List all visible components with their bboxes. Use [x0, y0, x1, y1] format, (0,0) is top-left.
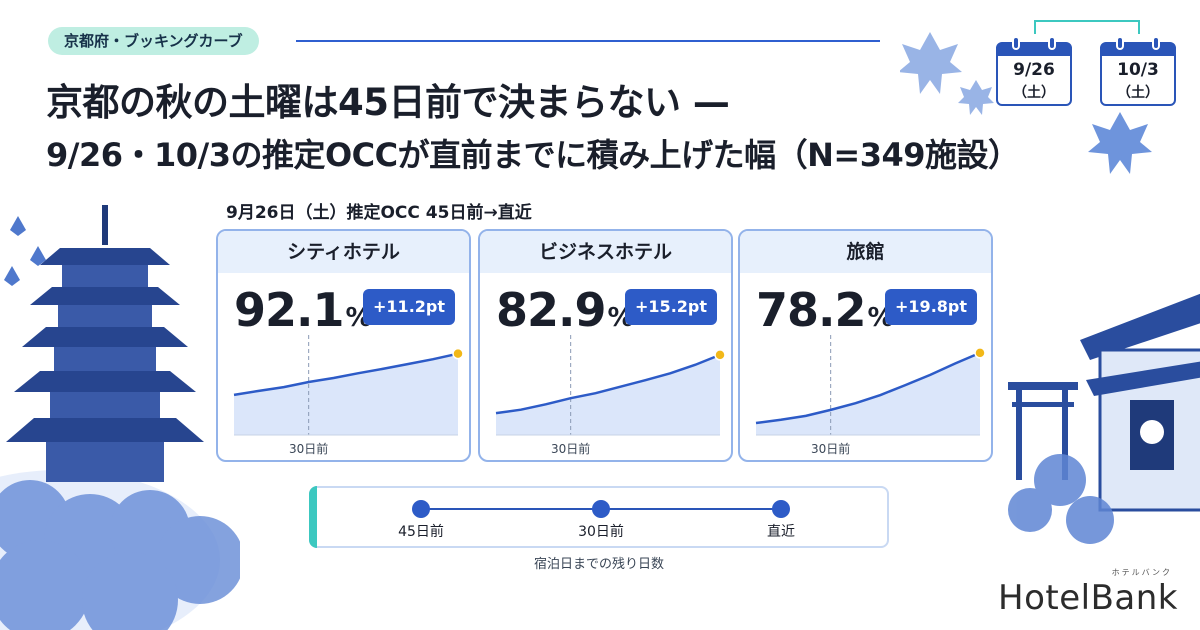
pagoda-illustration — [0, 205, 240, 630]
days-axis-panel: 45日前 30日前 直近 — [309, 486, 889, 548]
occ-number: 82.9 — [496, 283, 606, 337]
booking-curve-chart: 30日前 — [233, 335, 464, 456]
occ-number: 78.2 — [756, 283, 866, 337]
calendar-weekday: （土） — [1013, 85, 1055, 101]
curve-end-point — [974, 347, 986, 359]
axis-label-30: 30日前 — [578, 524, 624, 540]
townhouse-illustration — [1008, 293, 1200, 544]
curve-end-point — [452, 347, 464, 360]
axis-label-latest: 直近 — [767, 524, 795, 540]
calendar-date: 9/26 — [1013, 60, 1055, 80]
delta-badge: +15.2pt — [625, 289, 717, 325]
calendar-icon-10-3: 10/3 （土） — [1100, 36, 1176, 106]
calendar-weekday: （土） — [1117, 85, 1159, 101]
curve-area — [756, 352, 980, 435]
occ-value: 82.9% — [496, 283, 634, 337]
booking-curve-chart: 30日前 — [755, 335, 986, 456]
brand-kana: ホテルバンク — [1111, 568, 1172, 577]
card-title: ビジネスホテル — [480, 231, 731, 273]
axis-point-latest — [772, 500, 790, 518]
page-title-line2: 9/26・10/3の推定OCCが直前までに積み上げた幅（N=349施設） — [46, 136, 1020, 174]
delta-badge: +11.2pt — [363, 289, 455, 325]
category-tag: 京都府・ブッキングカーブ — [48, 27, 259, 55]
section-label: 9月26日（土）推定OCC 45日前→直近 — [226, 203, 532, 223]
brand-logo: ホテルバンク HotelBank — [998, 567, 1178, 618]
card-business-hotel: ビジネスホテル 82.9% +15.2pt 30日前 — [478, 229, 733, 462]
occ-number: 92.1 — [234, 283, 344, 337]
booking-curve-chart: 30日前 — [495, 335, 726, 456]
curve-line — [495, 353, 721, 415]
occ-value: 92.1% — [234, 283, 372, 337]
curve-area — [496, 354, 720, 435]
marker-30-days-label: 30日前 — [551, 441, 590, 456]
delta-badge: +19.8pt — [885, 289, 977, 325]
axis-label-45: 45日前 — [398, 524, 444, 540]
curve-area — [234, 353, 458, 435]
card-title: シティホテル — [218, 231, 469, 273]
calendar-date: 10/3 — [1117, 60, 1159, 80]
marker-30-days-label: 30日前 — [289, 441, 328, 456]
brand-name: HotelBank — [998, 578, 1178, 618]
curve-line — [755, 351, 981, 425]
maple-leaves — [900, 32, 1152, 174]
card-title: 旅館 — [740, 231, 991, 273]
calendar-connector — [1034, 20, 1140, 34]
page-title-line1: 京都の秋の土曜は45日前で決まらない — — [46, 81, 730, 124]
axis-point-45 — [412, 500, 430, 518]
tag-divider — [296, 40, 880, 42]
marker-30-days-label: 30日前 — [811, 441, 850, 456]
axis-point-30 — [592, 500, 610, 518]
curve-end-point — [714, 349, 726, 361]
card-city-hotel: シティホテル 92.1% +11.2pt 30日前 — [216, 229, 471, 462]
curve-line — [233, 352, 459, 397]
axis-title: 宿泊日までの残り日数 — [533, 557, 665, 572]
calendar-icon-9-26: 9/26 （土） — [996, 36, 1072, 106]
card-ryokan: 旅館 78.2% +19.8pt 30日前 — [738, 229, 993, 462]
